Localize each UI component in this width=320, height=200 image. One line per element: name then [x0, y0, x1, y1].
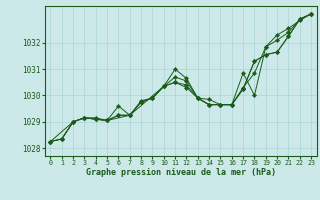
X-axis label: Graphe pression niveau de la mer (hPa): Graphe pression niveau de la mer (hPa): [86, 168, 276, 177]
